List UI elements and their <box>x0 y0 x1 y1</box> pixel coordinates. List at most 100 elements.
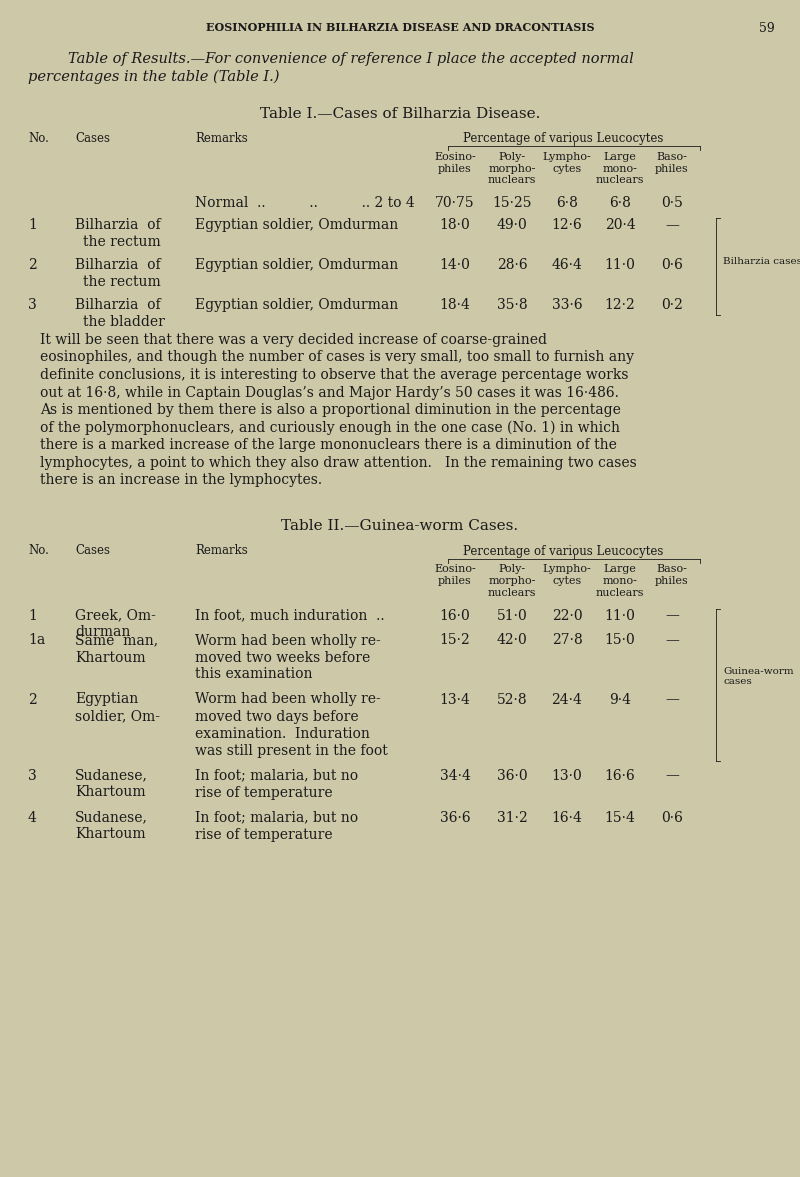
Text: In foot; malaria, but no: In foot; malaria, but no <box>195 811 358 825</box>
Text: Bilharzia cases: Bilharzia cases <box>723 257 800 266</box>
Text: 4: 4 <box>28 811 37 825</box>
Text: 70·75: 70·75 <box>435 197 475 210</box>
Text: Khartoum: Khartoum <box>75 785 146 799</box>
Text: soldier, Om-: soldier, Om- <box>75 710 160 724</box>
Text: Same  man,: Same man, <box>75 633 158 647</box>
Text: 36·0: 36·0 <box>497 769 527 783</box>
Text: 15·2: 15·2 <box>440 633 470 647</box>
Text: eosinophiles, and though the number of cases is very small, too small to furnish: eosinophiles, and though the number of c… <box>40 351 634 365</box>
Text: 9·4: 9·4 <box>609 692 631 706</box>
Text: Eosino-
philes: Eosino- philes <box>434 152 476 173</box>
Text: Worm had been wholly re-: Worm had been wholly re- <box>195 633 381 647</box>
Text: rise of temperature: rise of temperature <box>195 785 333 799</box>
Text: percentages in the table (Table I.): percentages in the table (Table I.) <box>28 69 279 85</box>
Text: Egyptian: Egyptian <box>75 692 138 706</box>
Text: 16·6: 16·6 <box>605 769 635 783</box>
Text: Large
mono-
nuclears: Large mono- nuclears <box>596 152 644 185</box>
Text: —: — <box>665 218 679 232</box>
Text: Percentage of various Leucocytes: Percentage of various Leucocytes <box>463 132 663 145</box>
Text: No.: No. <box>28 545 49 558</box>
Text: 15·0: 15·0 <box>605 633 635 647</box>
Text: was still present in the foot: was still present in the foot <box>195 744 388 758</box>
Text: 18·0: 18·0 <box>440 218 470 232</box>
Text: In foot, much induration  ..: In foot, much induration .. <box>195 609 385 623</box>
Text: 22·0: 22·0 <box>552 609 582 623</box>
Text: Table II.—Guinea-worm Cases.: Table II.—Guinea-worm Cases. <box>282 519 518 532</box>
Text: Remarks: Remarks <box>195 545 248 558</box>
Text: 12·2: 12·2 <box>605 298 635 312</box>
Text: Sudanese,: Sudanese, <box>75 769 148 783</box>
Text: out at 16·8, while in Captain Douglas’s and Major Hardy’s 50 cases it was 16·486: out at 16·8, while in Captain Douglas’s … <box>40 386 619 399</box>
Text: It will be seen that there was a very decided increase of coarse-grained: It will be seen that there was a very de… <box>40 333 547 347</box>
Text: 12·6: 12·6 <box>552 218 582 232</box>
Text: the rectum: the rectum <box>83 235 161 250</box>
Text: Guinea-worm
cases: Guinea-worm cases <box>723 667 794 686</box>
Text: Lympho-
cytes: Lympho- cytes <box>542 565 591 586</box>
Text: As is mentioned by them there is also a proportional diminution in the percentag: As is mentioned by them there is also a … <box>40 403 621 417</box>
Text: Worm had been wholly re-: Worm had been wholly re- <box>195 692 381 706</box>
Text: moved two days before: moved two days before <box>195 710 358 724</box>
Text: Khartoum: Khartoum <box>75 827 146 842</box>
Text: 1: 1 <box>28 609 37 623</box>
Text: Table of Results.—For convenience of reference I place the accepted normal: Table of Results.—For convenience of ref… <box>68 52 634 66</box>
Text: Baso-
philes: Baso- philes <box>655 565 689 586</box>
Text: rise of temperature: rise of temperature <box>195 827 333 842</box>
Text: 52·8: 52·8 <box>497 692 527 706</box>
Text: 11·0: 11·0 <box>605 258 635 272</box>
Text: 0·6: 0·6 <box>661 258 683 272</box>
Text: 59: 59 <box>759 22 775 35</box>
Text: the bladder: the bladder <box>83 315 165 330</box>
Text: —: — <box>665 692 679 706</box>
Text: 11·0: 11·0 <box>605 609 635 623</box>
Text: Eosino-
philes: Eosino- philes <box>434 565 476 586</box>
Text: In foot; malaria, but no: In foot; malaria, but no <box>195 769 358 783</box>
Text: 34·4: 34·4 <box>439 769 470 783</box>
Text: durman: durman <box>75 625 130 639</box>
Text: 31·2: 31·2 <box>497 811 527 825</box>
Text: 16·4: 16·4 <box>551 811 582 825</box>
Text: 2: 2 <box>28 258 37 272</box>
Text: 33·6: 33·6 <box>552 298 582 312</box>
Text: Bilharzia  of: Bilharzia of <box>75 218 161 232</box>
Text: 1: 1 <box>28 218 37 232</box>
Text: moved two weeks before: moved two weeks before <box>195 651 370 665</box>
Text: this examination: this examination <box>195 667 313 681</box>
Text: Egyptian soldier, Omdurman: Egyptian soldier, Omdurman <box>195 218 398 232</box>
Text: Greek, Om-: Greek, Om- <box>75 609 156 623</box>
Text: Percentage of various Leucocytes: Percentage of various Leucocytes <box>463 545 663 558</box>
Text: 36·6: 36·6 <box>440 811 470 825</box>
Text: Egyptian soldier, Omdurman: Egyptian soldier, Omdurman <box>195 298 398 312</box>
Text: 13·0: 13·0 <box>552 769 582 783</box>
Text: 1a: 1a <box>28 633 46 647</box>
Text: Cases: Cases <box>75 132 110 145</box>
Text: Egyptian soldier, Omdurman: Egyptian soldier, Omdurman <box>195 258 398 272</box>
Text: Khartoum: Khartoum <box>75 651 146 665</box>
Text: there is a marked increase of the large mononuclears there is a diminution of th: there is a marked increase of the large … <box>40 438 617 452</box>
Text: 15·25: 15·25 <box>492 197 532 210</box>
Text: 42·0: 42·0 <box>497 633 527 647</box>
Text: EOSINOPHILIA IN BILHARZIA DISEASE AND DRACONTIASIS: EOSINOPHILIA IN BILHARZIA DISEASE AND DR… <box>206 22 594 33</box>
Text: —: — <box>665 769 679 783</box>
Text: 6·8: 6·8 <box>556 197 578 210</box>
Text: 18·4: 18·4 <box>439 298 470 312</box>
Text: Cases: Cases <box>75 545 110 558</box>
Text: lymphocytes, a point to which they also draw attention.   In the remaining two c: lymphocytes, a point to which they also … <box>40 455 637 470</box>
Text: Poly-
morpho-
nuclears: Poly- morpho- nuclears <box>488 565 536 598</box>
Text: definite conclusions, it is interesting to observe that the average percentage w: definite conclusions, it is interesting … <box>40 368 629 383</box>
Text: Sudanese,: Sudanese, <box>75 811 148 825</box>
Text: 0·2: 0·2 <box>661 298 683 312</box>
Text: 3: 3 <box>28 769 37 783</box>
Text: Table I.—Cases of Bilharzia Disease.: Table I.—Cases of Bilharzia Disease. <box>260 107 540 121</box>
Text: 49·0: 49·0 <box>497 218 527 232</box>
Text: 20·4: 20·4 <box>605 218 635 232</box>
Text: —: — <box>665 609 679 623</box>
Text: Lympho-
cytes: Lympho- cytes <box>542 152 591 173</box>
Text: 2: 2 <box>28 692 37 706</box>
Text: —: — <box>665 633 679 647</box>
Text: 6·8: 6·8 <box>609 197 631 210</box>
Text: 46·4: 46·4 <box>551 258 582 272</box>
Text: 27·8: 27·8 <box>552 633 582 647</box>
Text: Bilharzia  of: Bilharzia of <box>75 298 161 312</box>
Text: 35·8: 35·8 <box>497 298 527 312</box>
Text: 13·4: 13·4 <box>439 692 470 706</box>
